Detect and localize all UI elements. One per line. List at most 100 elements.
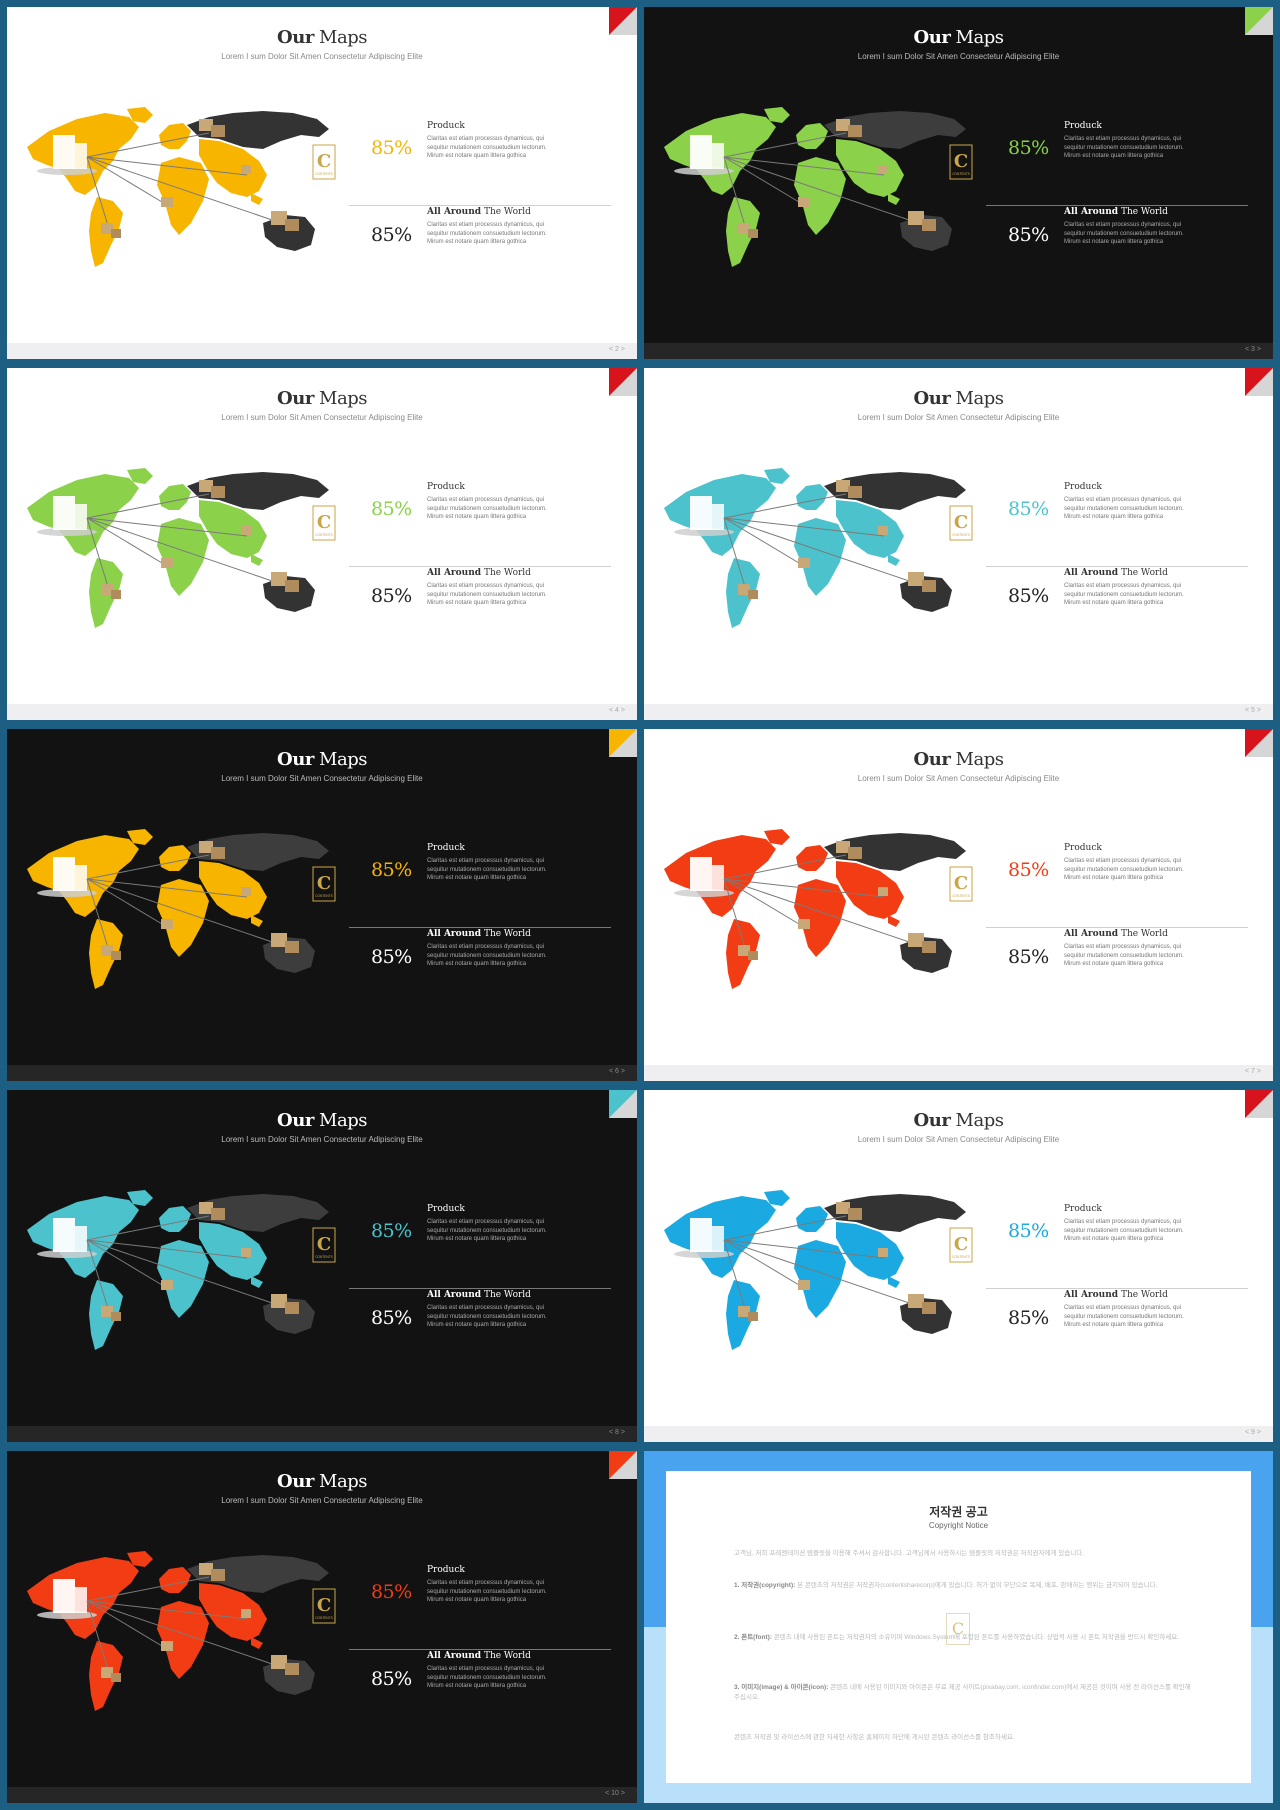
svg-text:C: C (954, 1234, 968, 1255)
next-arrow-icon[interactable]: > (620, 346, 625, 353)
next-arrow-icon[interactable]: > (1256, 707, 1261, 714)
prev-arrow-icon[interactable]: < (609, 1429, 614, 1436)
section-title-produck: Produck (427, 843, 465, 853)
next-arrow-icon[interactable]: > (620, 1068, 625, 1075)
svg-text:CONTENTS: CONTENTS (315, 533, 333, 537)
section-title-world: All Around The World (427, 1290, 531, 1300)
section-title-produck: Produck (1064, 121, 1102, 131)
notice-title: 저작권 공고 (929, 1505, 988, 1519)
pager[interactable]: < 9 > (1245, 1429, 1261, 1436)
section-body-produck: Claritas est etiam processus dynamicus, … (1064, 858, 1184, 881)
prev-arrow-icon[interactable]: < (1245, 1068, 1250, 1075)
copyright-notice-slide[interactable]: 저작권 공고 Copyright Notice 고객님, 저희 프레젠테이션 템플릿… (644, 1451, 1273, 1803)
stat-percent-world: 85% (371, 946, 412, 968)
world-map: C CONTENTS (664, 1190, 973, 1350)
stat-percent-world: 85% (1008, 224, 1049, 246)
slide-title: Our Maps (913, 1110, 1004, 1131)
stat-percent-world: 85% (371, 1307, 412, 1329)
pager[interactable]: < 2 > (609, 346, 625, 353)
section-divider (986, 927, 1248, 928)
section-body-world: Claritas est etiam processus dynamicus, … (427, 944, 547, 967)
prev-arrow-icon[interactable]: < (1245, 346, 1250, 353)
section-title-produck: Produck (1064, 482, 1102, 492)
prev-arrow-icon[interactable]: < (605, 1790, 610, 1797)
section-title-world: All Around The World (427, 929, 531, 939)
stat-percent-produck: 85% (371, 1581, 412, 1603)
svg-text:CONTENTS: CONTENTS (952, 172, 970, 176)
stat-percent-world: 85% (371, 1668, 412, 1690)
prev-arrow-icon[interactable]: < (1245, 707, 1250, 714)
map-slide[interactable]: Our Maps Lorem I sum Dolor Sit Amen Cons… (7, 7, 637, 359)
prev-arrow-icon[interactable]: < (609, 707, 614, 714)
slide-footer: < 10 > (7, 1787, 637, 1803)
map-slide[interactable]: Our Maps Lorem I sum Dolor Sit Amen Cons… (644, 368, 1273, 720)
section-body-produck: Claritas est etiam processus dynamicus, … (427, 497, 547, 520)
map-slide[interactable]: Our Maps Lorem I sum Dolor Sit Amen Cons… (7, 729, 637, 1081)
next-arrow-icon[interactable]: > (620, 1429, 625, 1436)
map-slide[interactable]: Our Maps Lorem I sum Dolor Sit Amen Cons… (644, 7, 1273, 359)
notice-card: 저작권 공고 Copyright Notice 고객님, 저희 프레젠테이션 템플릿… (666, 1471, 1251, 1783)
prev-arrow-icon[interactable]: < (609, 346, 614, 353)
slide-footer: < 7 > (644, 1065, 1273, 1081)
section-body-produck: Claritas est etiam processus dynamicus, … (427, 1580, 547, 1603)
section-divider (349, 566, 611, 567)
section-body-produck: Claritas est etiam processus dynamicus, … (1064, 136, 1184, 159)
svg-text:C: C (954, 873, 968, 894)
corner-tab (609, 729, 637, 757)
stat-percent-produck: 85% (1008, 1220, 1049, 1242)
svg-text:C: C (317, 1234, 331, 1255)
slide-subtitle: Lorem I sum Dolor Sit Amen Consectetur A… (221, 774, 423, 783)
stat-percent-world: 85% (1008, 585, 1049, 607)
prev-arrow-icon[interactable]: < (609, 1068, 614, 1075)
page-number: 6 (615, 1068, 619, 1075)
pager[interactable]: < 8 > (609, 1429, 625, 1436)
map-slide[interactable]: Our Maps Lorem I sum Dolor Sit Amen Cons… (644, 1090, 1273, 1442)
pager[interactable]: < 7 > (1245, 1068, 1261, 1075)
section-title-world: All Around The World (427, 1651, 531, 1661)
world-map: C CONTENTS (27, 1190, 336, 1350)
map-slide[interactable]: Our Maps Lorem I sum Dolor Sit Amen Cons… (644, 729, 1273, 1081)
page-number: 2 (615, 346, 619, 353)
section-body-world: Claritas est etiam processus dynamicus, … (427, 222, 547, 245)
stat-percent-produck: 85% (1008, 498, 1049, 520)
slide-subtitle: Lorem I sum Dolor Sit Amen Consectetur A… (221, 413, 423, 422)
map-slide[interactable]: Our Maps Lorem I sum Dolor Sit Amen Cons… (7, 1090, 637, 1442)
pager[interactable]: < 3 > (1245, 346, 1261, 353)
map-slide[interactable]: Our Maps Lorem I sum Dolor Sit Amen Cons… (7, 368, 637, 720)
slide-title: Our Maps (277, 1110, 367, 1131)
world-map: C CONTENTS (27, 468, 336, 628)
corner-tab (1245, 729, 1273, 757)
next-arrow-icon[interactable]: > (620, 707, 625, 714)
stat-percent-world: 85% (1008, 946, 1049, 968)
notice-intro: 고객님, 저희 프레젠테이션 템플릿을 이용해 주셔서 감사합니다. 고객님께서… (734, 1550, 1085, 1557)
section-divider (986, 1288, 1248, 1289)
next-arrow-icon[interactable]: > (1256, 1068, 1261, 1075)
svg-text:CONTENTS: CONTENTS (315, 1255, 333, 1259)
next-arrow-icon[interactable]: > (1256, 1429, 1261, 1436)
slide-footer: < 5 > (644, 704, 1273, 720)
notice-copyright: 1. 저작권(copyright): 본 콘텐츠의 저작권은 저작권자(cont… (734, 1582, 1158, 1589)
svg-text:CONTENTS: CONTENTS (315, 172, 333, 176)
next-arrow-icon[interactable]: > (620, 1790, 625, 1797)
section-divider (349, 1649, 611, 1650)
section-title-world: All Around The World (427, 568, 531, 578)
section-title-world: All Around The World (1064, 568, 1168, 578)
slide-footer: < 4 > (7, 704, 637, 720)
prev-arrow-icon[interactable]: < (1245, 1429, 1250, 1436)
pager[interactable]: < 10 > (605, 1790, 625, 1797)
corner-tab (609, 1451, 637, 1479)
next-arrow-icon[interactable]: > (1256, 346, 1261, 353)
map-slide[interactable]: Our Maps Lorem I sum Dolor Sit Amen Cons… (7, 1451, 637, 1803)
section-divider (349, 1288, 611, 1289)
section-body-world: Claritas est etiam processus dynamicus, … (1064, 1305, 1184, 1328)
corner-tab (1245, 1090, 1273, 1118)
page-number: 8 (615, 1429, 619, 1436)
section-divider (349, 927, 611, 928)
section-title-world: All Around The World (1064, 929, 1168, 939)
slide-footer: < 9 > (644, 1426, 1273, 1442)
pager[interactable]: < 4 > (609, 707, 625, 714)
stat-percent-produck: 85% (1008, 859, 1049, 881)
pager[interactable]: < 6 > (609, 1068, 625, 1075)
pager[interactable]: < 5 > (1245, 707, 1261, 714)
